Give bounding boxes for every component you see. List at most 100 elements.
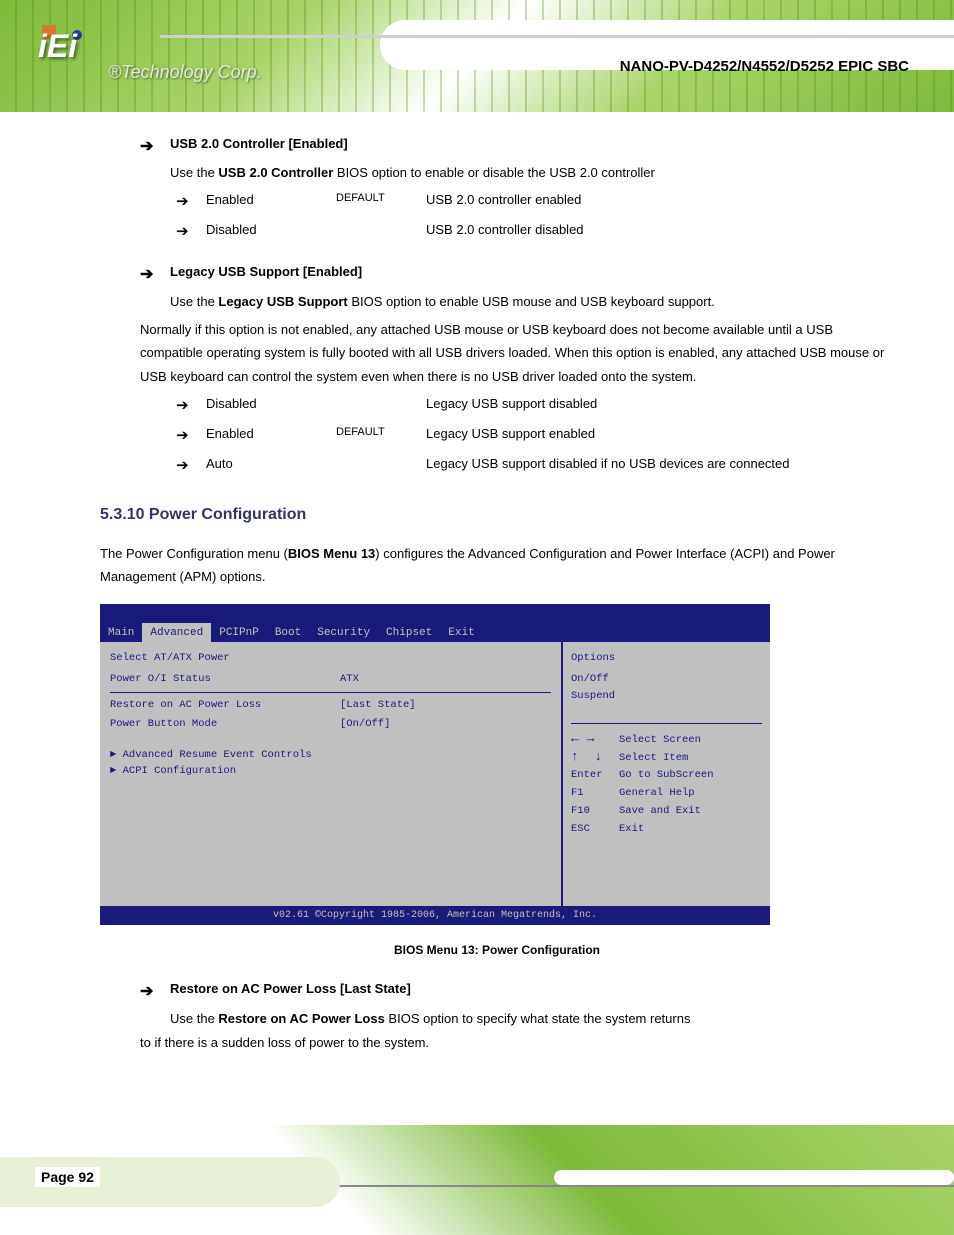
- main-content: ➔ USB 2.0 Controller [Enabled] Use the U…: [0, 112, 954, 1078]
- sub-label: Enabled: [206, 190, 336, 214]
- option-label: Restore on AC Power Loss [Last State]: [170, 981, 411, 996]
- bios-row: Restore on AC Power Loss [Last State]: [110, 697, 551, 714]
- nav-desc: Save and Exit: [619, 803, 701, 820]
- nav-desc: Select Screen: [619, 732, 701, 749]
- default-empty: [336, 394, 426, 418]
- nav-desc: Exit: [619, 821, 644, 838]
- bios-value: [On/Off]: [340, 716, 390, 733]
- nav-row: Enter Go to SubScreen: [571, 767, 762, 784]
- bios-right-panel: Options On/Off Suspend ← → Select Screen…: [563, 642, 770, 906]
- header-banner: iEi ®Technology Corp. NANO-PV-D4252/N455…: [0, 0, 954, 112]
- bios-label: Restore on AC Power Loss: [110, 697, 340, 714]
- arrow-icon: ➔: [176, 220, 206, 244]
- arrow-icon: ➔: [176, 190, 206, 214]
- nav-arrows-lr-icon: ← →: [571, 732, 619, 749]
- bios-body: Select AT/ATX Power Power O/I Status ATX…: [100, 642, 770, 906]
- bios-caption: BIOS Menu 13: Power Configuration: [100, 941, 894, 960]
- nav-desc: General Help: [619, 785, 695, 802]
- tab-security: Security: [309, 623, 378, 642]
- nav-key: ESC: [571, 821, 619, 838]
- default-label: DEFAULT: [336, 190, 426, 214]
- nav-row: ← → Select Screen: [571, 732, 762, 749]
- page-number: Page 92: [35, 1167, 100, 1187]
- nav-row: F10 Save and Exit: [571, 803, 762, 820]
- nav-row: ESC Exit: [571, 821, 762, 838]
- sub-desc: Legacy USB support enabled: [426, 424, 595, 448]
- bios-submenu: ► ACPI Configuration: [110, 763, 551, 780]
- nav-row: F1 General Help: [571, 785, 762, 802]
- header-line: [160, 35, 954, 38]
- bios-row: Power O/I Status ATX: [110, 671, 551, 688]
- bullet-legacy-usb: ➔ Legacy USB Support [Enabled] Use the L…: [140, 262, 894, 388]
- bios-value: [Last State]: [340, 697, 416, 714]
- option-desc: Use the Restore on AC Power Loss BIOS op…: [170, 1007, 894, 1030]
- sub-label: Enabled: [206, 424, 336, 448]
- tagline: ®Technology Corp.: [108, 62, 262, 83]
- option-label: Legacy USB Support [Enabled]: [170, 264, 362, 279]
- sub-desc: USB 2.0 controller enabled: [426, 190, 581, 214]
- nav-desc: Go to SubScreen: [619, 767, 714, 784]
- sub-enabled: ➔ Enabled DEFAULT USB 2.0 controller ena…: [176, 190, 894, 214]
- nav-key: F1: [571, 785, 619, 802]
- option-label: USB 2.0 Controller [Enabled]: [170, 136, 348, 151]
- nav-key: F10: [571, 803, 619, 820]
- options-title: Options: [571, 650, 762, 667]
- arrow-icon: ➔: [140, 134, 170, 184]
- option-value: Suspend: [571, 688, 762, 705]
- bullet-text: USB 2.0 Controller [Enabled] Use the USB…: [170, 134, 894, 184]
- tab-main: Main: [100, 623, 142, 642]
- product-name: NANO-PV-D4252/N4552/D5252 EPIC SBC: [620, 58, 909, 75]
- sub-label: Disabled: [206, 394, 336, 418]
- footer-curve-right: [554, 1170, 954, 1185]
- bios-label: Power Button Mode: [110, 716, 340, 733]
- bios-title-bar: [100, 604, 770, 623]
- sub-desc: USB 2.0 controller disabled: [426, 220, 584, 244]
- bullet-text: Legacy USB Support [Enabled] Use the Leg…: [170, 262, 894, 388]
- section-body: The Power Configuration menu (BIOS Menu …: [100, 542, 894, 589]
- sub-auto-legacy: ➔ Auto Legacy USB support disabled if no…: [176, 454, 894, 478]
- bios-divider-line: [110, 692, 551, 693]
- sub-desc: Legacy USB support disabled: [426, 394, 597, 418]
- footer-banner: Page 92: [0, 1125, 954, 1235]
- nav-arrows-ud-icon: ↑ ↓: [571, 750, 619, 767]
- option-value: On/Off: [571, 671, 762, 688]
- submenu-label: Advanced Resume Event Controls: [123, 749, 312, 761]
- sub-label: Auto: [206, 454, 336, 478]
- tab-pcipnp: PCIPnP: [211, 623, 267, 642]
- bullet-restore-power: ➔ Restore on AC Power Loss [Last State] …: [140, 979, 894, 1055]
- bios-tab-bar: Main Advanced PCIPnP Boot Security Chips…: [100, 623, 770, 642]
- bios-screenshot: Main Advanced PCIPnP Boot Security Chips…: [100, 604, 770, 925]
- sub-desc: Legacy USB support disabled if no USB de…: [426, 454, 790, 478]
- sub-enabled-legacy: ➔ Enabled DEFAULT Legacy USB support ena…: [176, 424, 894, 448]
- nav-key: Enter: [571, 767, 619, 784]
- option-desc-cont: Normally if this option is not enabled, …: [140, 318, 894, 388]
- tab-boot: Boot: [267, 623, 309, 642]
- nav-desc: Select Item: [619, 750, 688, 767]
- default-label: DEFAULT: [336, 424, 426, 448]
- bullet-usb-controller: ➔ USB 2.0 Controller [Enabled] Use the U…: [140, 134, 894, 184]
- bios-heading: Select AT/ATX Power: [110, 650, 551, 667]
- tab-exit: Exit: [440, 623, 482, 642]
- logo-text: iEi: [38, 28, 77, 65]
- default-empty: [336, 220, 426, 244]
- sub-disabled-legacy: ➔ Disabled Legacy USB support disabled: [176, 394, 894, 418]
- tab-chipset: Chipset: [378, 623, 440, 642]
- bullet-text: Restore on AC Power Loss [Last State] Us…: [170, 979, 894, 1055]
- arrow-icon: ➔: [176, 394, 206, 418]
- bios-copyright: v02.61 ©Copyright 1985-2006, American Me…: [100, 906, 770, 925]
- intro-text: The Power Configuration menu (: [100, 546, 288, 561]
- default-empty: [336, 454, 426, 478]
- right-divider: [571, 723, 762, 724]
- sub-label: Disabled: [206, 220, 336, 244]
- arrow-icon: ➔: [176, 424, 206, 448]
- menu-reference: BIOS Menu 13: [288, 546, 375, 561]
- arrow-icon: ➔: [176, 454, 206, 478]
- bios-value: ATX: [340, 671, 359, 688]
- submenu-label: ACPI Configuration: [123, 765, 236, 777]
- bios-submenu: ► Advanced Resume Event Controls: [110, 747, 551, 764]
- option-desc: Use the USB 2.0 Controller BIOS option t…: [170, 163, 894, 184]
- bios-left-panel: Select AT/ATX Power Power O/I Status ATX…: [100, 642, 561, 906]
- option-desc: Use the Legacy USB Support BIOS option t…: [170, 290, 894, 313]
- option-desc-line2: to if there is a sudden loss of power to…: [140, 1031, 894, 1054]
- sub-disabled: ➔ Disabled USB 2.0 controller disabled: [176, 220, 894, 244]
